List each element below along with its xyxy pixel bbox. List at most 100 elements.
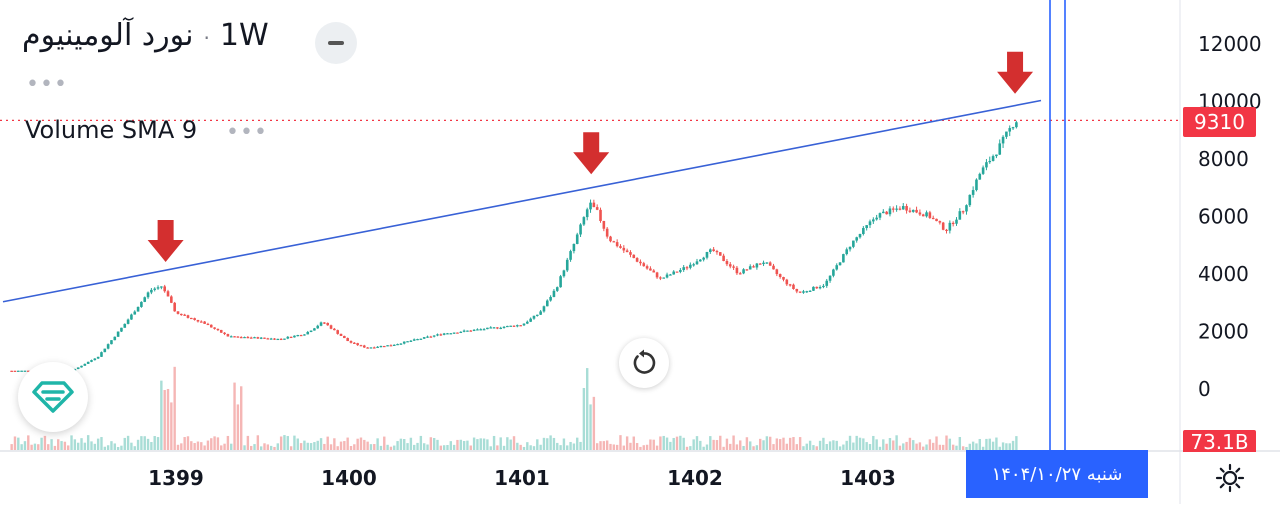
volume-bar <box>456 439 459 450</box>
symbol-name[interactable]: نورد آلومینیوم <box>22 18 194 53</box>
crosshair-date-label: شنبه ۱۴۰۴/۱۰/۲۷ <box>966 450 1148 498</box>
chart-title[interactable]: نورد آلومینیوم · 1W <box>22 18 269 53</box>
volume-bar <box>176 444 180 450</box>
volume-bar <box>416 442 419 450</box>
volume-bar <box>732 435 735 450</box>
candle-body <box>941 222 945 230</box>
indicator-more-button[interactable]: ••• <box>226 120 268 145</box>
volume-bar <box>532 446 536 450</box>
candle-body <box>579 224 582 235</box>
candle-body <box>369 347 373 349</box>
candle-body <box>908 210 912 212</box>
arrow-down-icon <box>573 132 610 175</box>
trendline[interactable] <box>2 99 1042 303</box>
candle-body <box>815 286 819 289</box>
candle-body <box>768 262 772 266</box>
candle-body <box>765 262 769 264</box>
volume-bar <box>722 446 725 450</box>
candle-body <box>812 286 815 291</box>
volume-bar <box>735 444 739 450</box>
volume-bar <box>905 441 908 450</box>
symbol-more-button[interactable]: ••• <box>26 72 68 97</box>
reset-chart-button[interactable] <box>619 338 669 388</box>
volume-bar <box>246 435 250 450</box>
volume-bar <box>778 439 782 450</box>
volume-bar <box>1015 436 1018 450</box>
volume-bar <box>23 441 27 450</box>
candle-body <box>945 229 948 231</box>
volume-bar <box>815 446 818 450</box>
volume-bar <box>47 444 50 450</box>
collapse-legend-button[interactable] <box>315 22 357 64</box>
volume-bar <box>43 435 47 450</box>
candle-body <box>891 208 895 210</box>
candle-body <box>685 267 689 269</box>
candle-body <box>652 270 656 273</box>
candle-body <box>645 266 649 269</box>
indicator-legend[interactable]: Volume SMA 9 <box>25 116 197 144</box>
volume-bar <box>659 436 662 450</box>
candle-body <box>353 342 356 344</box>
candle-body <box>363 345 366 348</box>
volume-bar <box>489 446 492 450</box>
candle-body <box>662 277 666 279</box>
candle-body <box>595 207 599 210</box>
volume-bar <box>223 443 226 450</box>
volume-bar <box>985 438 988 450</box>
price-tick-label: 4000 <box>1198 262 1249 286</box>
volume-bar <box>888 438 892 450</box>
volume-bar <box>413 444 416 450</box>
volume-bar <box>80 438 83 450</box>
candle-body <box>1001 136 1005 144</box>
volume-bar <box>459 439 462 450</box>
volume-bar <box>752 446 755 450</box>
candle-body <box>848 246 852 250</box>
volume-bar <box>925 444 928 450</box>
volume-bar <box>948 438 952 450</box>
candle-body <box>229 336 233 338</box>
volume-bar <box>186 436 190 450</box>
volume-bar <box>323 443 326 450</box>
interval-label[interactable]: 1W <box>219 18 269 53</box>
volume-bar <box>343 441 346 450</box>
candle-body <box>399 343 403 345</box>
volume-bar <box>961 446 965 450</box>
candle-body <box>875 217 878 220</box>
candle-body <box>286 336 290 339</box>
volume-bar <box>333 438 336 450</box>
candle-body <box>339 333 343 336</box>
volume-bar <box>130 442 133 450</box>
volume-bar <box>802 446 805 450</box>
volume-bar <box>306 442 309 450</box>
volume-bar <box>160 380 163 450</box>
candle-body <box>522 323 526 326</box>
volume-bar <box>349 445 353 450</box>
candle-body <box>649 268 652 271</box>
volume-bar <box>396 441 399 450</box>
candle-body <box>562 270 566 277</box>
last-price-badge: 9310 <box>1183 107 1256 137</box>
volume-bar <box>96 438 100 450</box>
candle-body <box>709 249 712 252</box>
volume-bar <box>106 445 110 450</box>
volume-bar <box>379 445 383 450</box>
volume-bar <box>938 444 942 450</box>
candle-body <box>203 321 206 324</box>
candle-body <box>852 240 855 247</box>
settings-button[interactable] <box>1210 458 1250 498</box>
volume-bar <box>116 446 120 450</box>
volume-bar <box>183 437 186 450</box>
volume-bar <box>133 446 136 450</box>
candle-body <box>788 284 792 286</box>
indicator-name[interactable]: Volume SMA 9 <box>25 116 198 144</box>
volume-bar <box>622 445 626 450</box>
arrow-down-icon <box>997 51 1034 94</box>
broker-logo-button[interactable] <box>18 362 88 432</box>
candle-body <box>529 318 532 322</box>
candle-body <box>931 217 935 220</box>
candle-body <box>679 269 682 272</box>
price-tick-label: 8000 <box>1198 147 1249 171</box>
candle-body <box>486 327 489 330</box>
